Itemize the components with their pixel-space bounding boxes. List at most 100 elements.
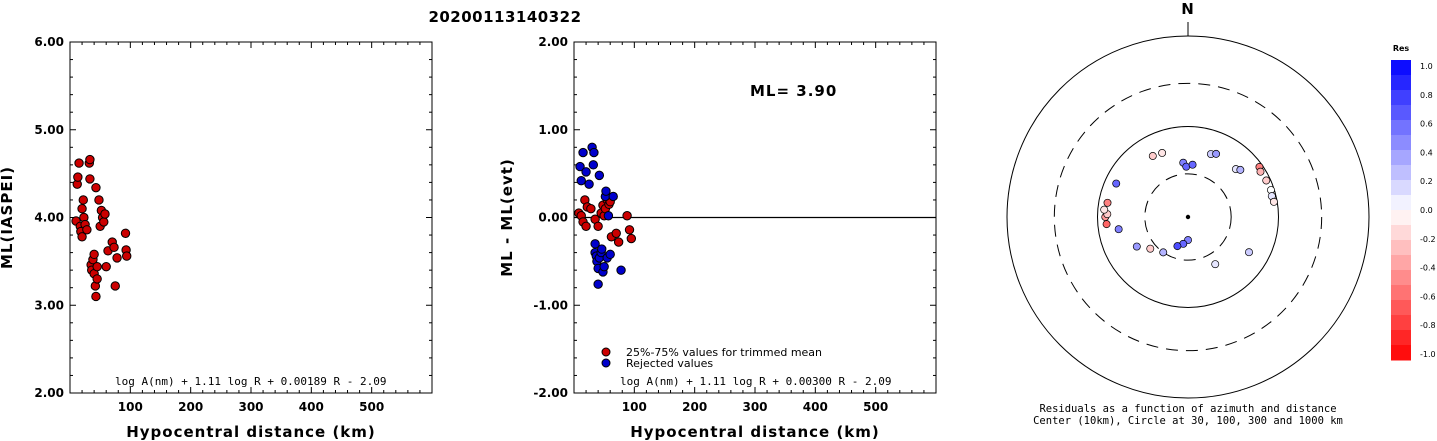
residual-point <box>1262 176 1271 185</box>
data-point <box>77 232 87 242</box>
rejected-point <box>589 147 599 158</box>
colorbar-tick-label: -0.8 <box>1420 321 1436 330</box>
colorbar-tick-label: 0.6 <box>1420 120 1433 129</box>
residual-point <box>1212 149 1221 158</box>
chart2-ytick-label: 1.00 <box>538 123 568 137</box>
chart1-xtick-label: 200 <box>178 400 203 414</box>
data-point <box>91 291 101 302</box>
chart1-xlabel: Hypocentral distance (km) <box>126 423 376 441</box>
residual-point <box>1188 160 1197 169</box>
data-point <box>91 182 101 193</box>
rejected-point <box>608 191 618 202</box>
chart1-ytick-label: 2.00 <box>34 386 64 400</box>
range-circle-300km <box>1053 82 1323 352</box>
residual-point <box>1245 248 1253 257</box>
data-point <box>77 204 87 214</box>
data-point <box>101 261 111 272</box>
colorbar-segment <box>1391 225 1411 241</box>
chart2-xtick-label: 400 <box>803 400 828 414</box>
rejected-point <box>599 261 609 272</box>
legend-marker <box>601 347 611 357</box>
data-point <box>73 172 83 182</box>
trimmed-mean-point <box>611 228 621 238</box>
residual-point <box>1211 260 1220 269</box>
chart1-xtick-label: 300 <box>238 400 263 414</box>
rejected-point <box>588 160 599 170</box>
colorbar-segment <box>1391 210 1411 226</box>
data-point <box>74 158 84 168</box>
residual-point <box>1173 242 1182 251</box>
chart1-ytick-label: 6.00 <box>34 35 64 49</box>
rejected-point <box>593 279 603 289</box>
chart2-ytick-label: 2.00 <box>538 35 568 49</box>
colorbar-tick-label: 1.0 <box>1420 62 1433 71</box>
north-label: N <box>1181 0 1195 18</box>
data-point <box>78 195 88 205</box>
polar-caption-line1: Residuals as a function of azimuth and d… <box>1039 403 1336 415</box>
ml-annotation: ML= 3.90 <box>750 82 837 100</box>
data-point <box>122 251 132 261</box>
chart2-ytick-label: 0.00 <box>538 211 568 225</box>
colorbar-segment <box>1391 180 1411 196</box>
trimmed-mean-point <box>622 211 632 221</box>
chart2-xtick-label: 100 <box>622 400 647 414</box>
chart1-xtick-label: 500 <box>359 400 384 414</box>
residual-point <box>1102 220 1111 229</box>
chart1-ytick-label: 4.00 <box>34 211 64 225</box>
colorbar-segment <box>1391 90 1411 106</box>
rejected-point <box>594 170 605 181</box>
residual-point <box>1146 244 1155 253</box>
data-point <box>92 261 102 272</box>
chart2-xtick-label: 300 <box>742 400 767 414</box>
residual-point <box>1269 197 1278 206</box>
colorbar-tick-label: -1.0 <box>1420 350 1436 359</box>
data-point <box>94 195 104 205</box>
polar-caption-line2: Center (10km), Circle at 30, 100, 300 an… <box>1033 415 1343 427</box>
colorbar-segment <box>1391 135 1411 151</box>
data-point <box>100 209 110 219</box>
rejected-point <box>616 265 626 275</box>
rejected-point <box>605 249 615 260</box>
residual-point <box>1256 167 1265 176</box>
legend-label: Rejected values <box>626 357 713 370</box>
colorbar-tick-label: 0.0 <box>1420 206 1433 215</box>
colorbar-segment <box>1391 255 1411 271</box>
chart1-xtick-label: 100 <box>118 400 143 414</box>
colorbar-segment <box>1391 60 1411 76</box>
colorbar-segment <box>1391 75 1411 91</box>
residual-point <box>1159 248 1168 257</box>
residual-point <box>1236 165 1245 174</box>
rejected-point <box>584 179 594 189</box>
chart2-ylabel: ML - ML(evt) <box>498 158 516 276</box>
colorbar-segment <box>1391 270 1411 286</box>
legend-marker <box>601 358 611 368</box>
chart2-xlabel: Hypocentral distance (km) <box>630 423 880 441</box>
rejected-point <box>603 211 614 221</box>
residual-point <box>1103 198 1112 207</box>
colorbar-segment <box>1391 105 1411 121</box>
colorbar-tick-label: -0.6 <box>1420 292 1436 301</box>
colorbar-segment <box>1391 240 1411 256</box>
rejected-point <box>575 161 585 172</box>
page-title: 20200113140322 <box>428 8 582 26</box>
chart1-frame <box>69 41 433 394</box>
rejected-point <box>601 186 611 196</box>
data-point <box>92 274 102 284</box>
epicenter-marker <box>1185 214 1191 220</box>
range-circle-30km <box>1144 173 1232 261</box>
trimmed-mean-point <box>581 221 591 231</box>
colorbar-segment <box>1391 120 1411 136</box>
residual-point <box>1112 179 1121 188</box>
data-point <box>112 253 122 263</box>
chart2-formula: log A(nm) + 1.11 log R + 0.00300 R - 2.0… <box>620 375 892 388</box>
colorbar-segment <box>1391 165 1411 181</box>
data-point <box>85 154 95 165</box>
residual-point <box>1132 242 1141 251</box>
legend-label: 25%-75% values for trimmed mean <box>626 346 822 359</box>
trimmed-mean-point <box>613 237 624 247</box>
colorbar-tick-label: 0.2 <box>1420 177 1433 186</box>
chart1-xtick-label: 400 <box>299 400 324 414</box>
colorbar-segment <box>1391 195 1411 211</box>
colorbar-segment <box>1391 150 1411 166</box>
data-point <box>89 249 99 260</box>
